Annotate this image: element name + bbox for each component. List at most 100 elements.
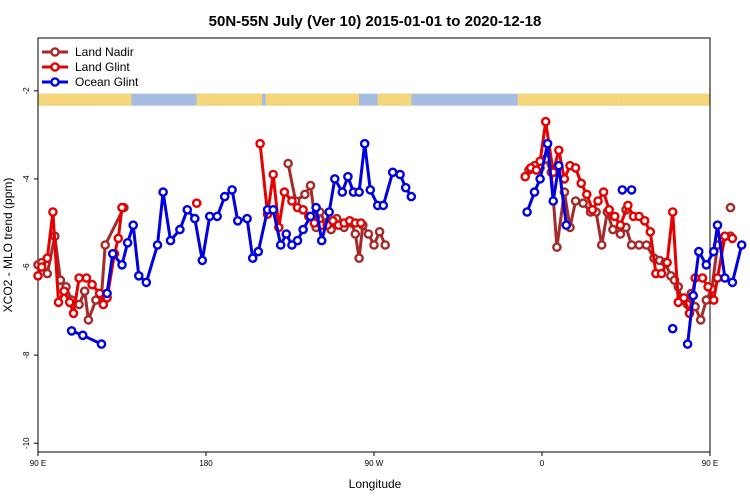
data-point <box>531 165 542 175</box>
data-point <box>570 163 581 173</box>
data-point <box>406 191 417 202</box>
data-point <box>363 229 374 239</box>
data-point <box>679 293 689 303</box>
data-point <box>561 220 572 230</box>
data-point <box>283 158 293 169</box>
data-point <box>708 295 719 305</box>
data-point <box>712 220 723 230</box>
land-band <box>38 93 132 106</box>
data-point <box>708 246 719 257</box>
data-point <box>107 248 118 259</box>
data-point <box>688 290 699 301</box>
data-point <box>227 185 237 195</box>
data-point <box>535 174 545 184</box>
data-point <box>279 187 290 197</box>
data-point <box>727 233 738 244</box>
series-land-glint <box>33 116 738 319</box>
data-point <box>64 297 75 308</box>
legend-label: Ocean Glint <box>75 75 139 89</box>
data-point <box>117 259 127 270</box>
data-point <box>354 253 364 264</box>
data-point <box>725 202 736 213</box>
data-point <box>305 180 316 191</box>
data-point <box>582 189 592 200</box>
land-band <box>196 93 262 106</box>
data-point <box>626 240 637 250</box>
y-tick-label: -4 <box>22 175 31 183</box>
x-tick-label: 0 <box>540 459 545 468</box>
data-point <box>378 200 389 211</box>
data-point <box>520 171 531 182</box>
data-point <box>298 204 308 215</box>
land-mask-strip <box>38 93 710 106</box>
data-point <box>275 240 286 250</box>
y-axis-label: XCO2 - MLO trend (ppm) <box>1 178 15 313</box>
data-point <box>343 171 353 182</box>
data-point <box>253 246 264 257</box>
data-point <box>78 330 88 341</box>
data-point <box>587 204 598 215</box>
land-band <box>616 93 710 106</box>
legend-marker <box>50 47 60 57</box>
data-point <box>113 233 124 244</box>
data-point <box>701 295 712 305</box>
data-point <box>53 297 64 308</box>
data-point <box>255 138 265 149</box>
data-point <box>232 215 243 226</box>
data-point <box>329 174 340 184</box>
series-ocean-glint <box>66 138 747 349</box>
data-point <box>197 255 208 266</box>
data-point <box>578 198 588 208</box>
data-point <box>165 235 176 246</box>
x-axis-ticks: 90 E 180 90 W 0 90 E <box>30 452 718 468</box>
y-tick-label: -2 <box>22 87 31 95</box>
data-point <box>311 202 321 213</box>
data-point <box>268 169 279 180</box>
data-point <box>133 270 144 281</box>
data-point <box>656 268 667 279</box>
data-point <box>74 273 84 283</box>
data-point <box>529 187 540 197</box>
data-point <box>662 257 672 268</box>
data-point <box>610 211 620 222</box>
data-point <box>189 213 200 224</box>
data-point <box>300 189 310 200</box>
data-point <box>68 308 79 319</box>
data-point <box>354 187 364 197</box>
data-point <box>158 187 168 197</box>
data-point <box>540 116 551 127</box>
data-point <box>695 315 706 325</box>
data-point <box>369 240 379 250</box>
data-point <box>191 198 202 208</box>
data-point <box>204 211 215 222</box>
data-point <box>122 237 133 248</box>
x-tick-label: 90 W <box>365 459 384 468</box>
data-point <box>634 240 644 250</box>
data-point <box>570 196 581 206</box>
data-point <box>182 204 193 215</box>
x-tick-label: 90 E <box>702 459 718 468</box>
data-point <box>117 202 127 213</box>
data-point <box>395 169 405 180</box>
data-point <box>98 299 109 310</box>
series-land-nadir <box>33 154 736 325</box>
data-point <box>380 240 391 250</box>
data-point <box>697 273 708 283</box>
data-point <box>356 218 366 228</box>
data-point <box>281 229 292 239</box>
x-axis-label: Longitude <box>349 477 402 491</box>
data-point <box>641 240 652 250</box>
y-tick-label: -6 <box>22 263 31 271</box>
data-point <box>598 187 609 197</box>
data-point <box>247 253 258 264</box>
data-point <box>83 315 94 325</box>
data-point <box>712 273 723 283</box>
x-tick-label: 90 E <box>30 459 46 468</box>
data-point <box>128 220 138 230</box>
data-point <box>87 279 97 290</box>
data-point <box>365 185 376 195</box>
land-band <box>377 93 412 106</box>
data-point <box>42 253 53 264</box>
